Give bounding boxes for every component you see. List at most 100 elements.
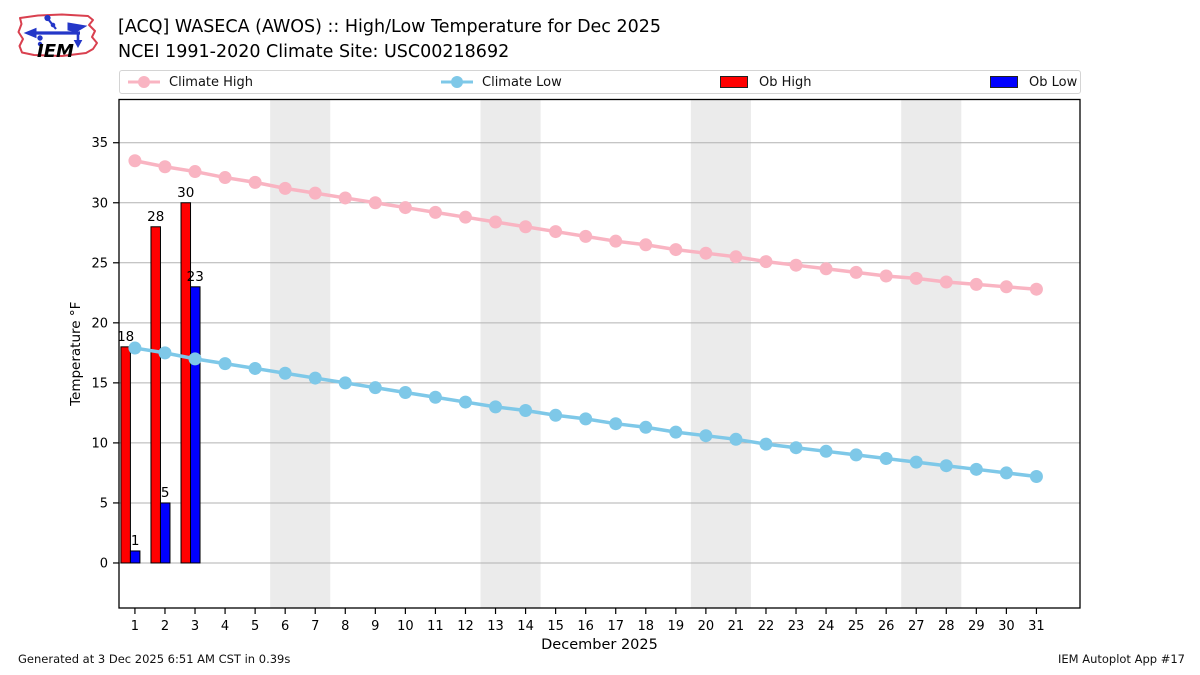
legend-label-climate-low: Climate Low bbox=[482, 74, 562, 90]
ob-low-legend-handle bbox=[987, 75, 1021, 89]
climate-high-marker bbox=[639, 238, 653, 252]
climate-low-marker bbox=[458, 395, 472, 409]
x-tick-label: 15 bbox=[547, 619, 564, 634]
climate-high-marker bbox=[789, 258, 803, 272]
weekend-band bbox=[270, 99, 331, 608]
climate-high-marker bbox=[308, 186, 322, 200]
ob-low-legend-glyph-icon bbox=[990, 76, 1018, 88]
x-tick-label: 31 bbox=[1028, 619, 1045, 634]
climate-high-marker bbox=[849, 265, 863, 279]
climate-high-legend-handle bbox=[127, 75, 161, 89]
title-block: [ACQ] WASECA (AWOS) :: High/Low Temperat… bbox=[118, 15, 661, 65]
climate-low-marker bbox=[549, 408, 563, 422]
legend: Climate High Climate Low Ob High Ob Low bbox=[119, 70, 1081, 94]
climate-low-marker bbox=[789, 441, 803, 455]
climate-low-marker bbox=[909, 455, 923, 469]
x-tick-label: 17 bbox=[607, 619, 624, 634]
x-tick-label: 5 bbox=[251, 619, 259, 634]
climate-low-marker bbox=[999, 466, 1013, 480]
x-tick-label: 14 bbox=[517, 619, 534, 634]
weekend-band bbox=[480, 99, 541, 608]
x-axis-label: December 2025 bbox=[541, 637, 658, 653]
climate-high-marker bbox=[549, 225, 563, 239]
y-tick-label: 10 bbox=[91, 436, 108, 451]
ob-low-bar-label: 23 bbox=[187, 269, 204, 285]
x-tick-label: 25 bbox=[848, 619, 865, 634]
x-tick-label: 21 bbox=[728, 619, 745, 634]
climate-high-marker bbox=[158, 160, 172, 174]
ob-high-legend-glyph-icon bbox=[720, 76, 748, 88]
ob-high-bar bbox=[120, 346, 131, 564]
climate-high-marker bbox=[218, 171, 232, 185]
legend-item-climate-low: Climate Low bbox=[440, 71, 562, 93]
climate-high-marker bbox=[428, 205, 442, 219]
climate-high-marker bbox=[579, 229, 593, 243]
x-tick-label: 22 bbox=[758, 619, 775, 634]
climate-high-marker bbox=[609, 234, 623, 248]
y-tick-label: 30 bbox=[91, 196, 108, 211]
legend-label-climate-high: Climate High bbox=[169, 74, 254, 90]
climate-high-marker bbox=[669, 243, 683, 257]
climate-low-marker bbox=[669, 425, 683, 439]
climate-low-marker bbox=[609, 417, 623, 431]
iem-logo-text: IEM bbox=[37, 41, 74, 62]
plot-border bbox=[118, 98, 1081, 609]
x-tick-label: 28 bbox=[938, 619, 955, 634]
legend-label-ob-high: Ob High bbox=[759, 74, 812, 90]
x-tick-label: 19 bbox=[668, 619, 685, 634]
x-tick-label: 26 bbox=[878, 619, 895, 634]
y-tick-label: 15 bbox=[91, 376, 108, 391]
climate-high-marker bbox=[1029, 282, 1043, 296]
x-tick-label: 8 bbox=[341, 619, 349, 634]
x-tick-label: 9 bbox=[371, 619, 379, 634]
climate-low-marker bbox=[759, 437, 773, 451]
climate-low-legend-glyph-icon bbox=[441, 76, 473, 88]
legend-item-climate-high: Climate High bbox=[127, 71, 253, 93]
x-tick-label: 10 bbox=[397, 619, 414, 634]
climate-low-marker bbox=[158, 346, 172, 360]
climate-low-marker bbox=[368, 381, 382, 395]
x-tick-label: 4 bbox=[221, 619, 229, 634]
x-tick-label: 3 bbox=[191, 619, 199, 634]
ob-low-bar bbox=[129, 550, 141, 564]
climate-low-marker bbox=[398, 385, 412, 399]
ob-high-legend-handle bbox=[717, 75, 751, 89]
climate-low-legend-handle bbox=[440, 75, 474, 89]
climate-high-marker bbox=[338, 191, 352, 205]
y-tick-label: 5 bbox=[100, 496, 108, 511]
climate-low-marker bbox=[338, 376, 352, 390]
x-tick-label: 7 bbox=[311, 619, 319, 634]
ob-high-bar bbox=[180, 202, 192, 564]
climate-low-marker bbox=[519, 403, 533, 417]
x-tick-label: 20 bbox=[698, 619, 715, 634]
climate-low-marker bbox=[579, 412, 593, 426]
climate-high-marker bbox=[939, 275, 953, 289]
climate-low-marker bbox=[879, 452, 893, 466]
climate-low-marker bbox=[489, 400, 503, 414]
climate-high-legend-glyph-icon bbox=[128, 76, 160, 88]
climate-low-marker bbox=[969, 462, 983, 476]
climate-high-marker bbox=[729, 250, 743, 264]
climate-low-marker bbox=[939, 459, 953, 473]
ob-low-bar bbox=[190, 286, 201, 564]
climate-low-marker bbox=[128, 341, 142, 355]
climate-low-marker bbox=[639, 420, 653, 434]
x-tick-label: 18 bbox=[638, 619, 655, 634]
climate-high-marker bbox=[458, 210, 472, 224]
climate-low-marker bbox=[308, 371, 322, 385]
x-tick-label: 30 bbox=[998, 619, 1015, 634]
x-tick-label: 6 bbox=[281, 619, 289, 634]
ob-high-bar-label: 28 bbox=[147, 209, 164, 225]
climate-low-marker bbox=[428, 390, 442, 404]
x-tick-label: 1 bbox=[131, 619, 139, 634]
climate-high-marker bbox=[759, 255, 773, 269]
climate-high-marker bbox=[909, 271, 923, 285]
weather-vane-icon bbox=[23, 14, 88, 49]
y-tick-label: 20 bbox=[91, 316, 108, 331]
legend-item-ob-high: Ob High bbox=[717, 71, 812, 93]
iem-logo: IEM bbox=[17, 13, 98, 62]
ob-high-bar bbox=[150, 226, 161, 564]
